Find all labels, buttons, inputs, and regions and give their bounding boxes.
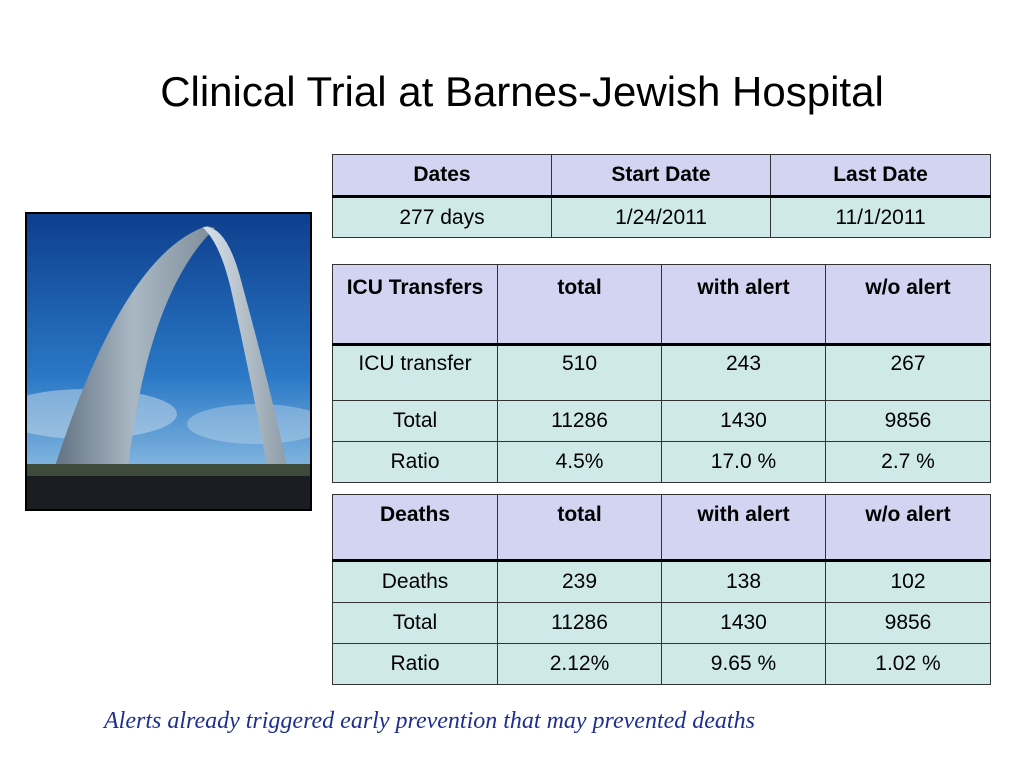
table-row: ICU transfer 510 243 267	[332, 344, 991, 401]
table-cell: Total	[332, 602, 498, 644]
column-header: w/o alert	[825, 494, 991, 562]
table-cell: 17.0 %	[661, 441, 826, 483]
table-cell: 11286	[497, 602, 662, 644]
table-cell: 1.02 %	[825, 643, 991, 685]
column-header: total	[497, 264, 662, 346]
slide-note: Alerts already triggered early preventio…	[104, 708, 755, 734]
gateway-arch-photo	[25, 212, 312, 511]
column-header: Dates	[332, 154, 552, 198]
column-header: with alert	[661, 264, 826, 346]
deaths-table: Deaths total with alert w/o alert Deaths…	[332, 494, 991, 685]
column-header: ICU Transfers	[332, 264, 498, 346]
table-row: Ratio 2.12% 9.65 % 1.02 %	[332, 643, 991, 685]
table-cell: 510	[497, 344, 662, 401]
table-cell: 9856	[825, 602, 991, 644]
table-row: Deaths 239 138 102	[332, 560, 991, 603]
table-cell: 102	[825, 560, 991, 603]
table-cell: 1/24/2011	[551, 196, 771, 238]
table-header-row: ICU Transfers total with alert w/o alert	[332, 264, 991, 346]
table-row: Total 11286 1430 9856	[332, 400, 991, 442]
table-header-row: Deaths total with alert w/o alert	[332, 494, 991, 562]
table-cell: 267	[825, 344, 991, 401]
icu-transfers-table: ICU Transfers total with alert w/o alert…	[332, 264, 991, 483]
table-cell: 2.7 %	[825, 441, 991, 483]
dates-table: Dates Start Date Last Date 277 days 1/24…	[332, 154, 991, 238]
table-cell: 1430	[661, 400, 826, 442]
table-row: Total 11286 1430 9856	[332, 602, 991, 644]
table-row: Ratio 4.5% 17.0 % 2.7 %	[332, 441, 991, 483]
column-header: total	[497, 494, 662, 562]
table-cell: Deaths	[332, 560, 498, 603]
table-cell: Total	[332, 400, 498, 442]
table-cell: 239	[497, 560, 662, 603]
table-cell: 9.65 %	[661, 643, 826, 685]
column-header: Start Date	[551, 154, 771, 198]
table-cell: 4.5%	[497, 441, 662, 483]
table-cell: ICU transfer	[332, 344, 498, 401]
slide-title: Clinical Trial at Barnes-Jewish Hospital	[160, 68, 884, 115]
table-cell: Ratio	[332, 643, 498, 685]
column-header: w/o alert	[825, 264, 991, 346]
arch-image	[27, 214, 310, 509]
column-header: Last Date	[770, 154, 991, 198]
table-cell: 11/1/2011	[770, 196, 991, 238]
table-cell: 11286	[497, 400, 662, 442]
table-header-row: Dates Start Date Last Date	[332, 154, 991, 198]
column-header: Deaths	[332, 494, 498, 562]
table-cell: 2.12%	[497, 643, 662, 685]
table-cell: Ratio	[332, 441, 498, 483]
table-cell: 1430	[661, 602, 826, 644]
table-cell: 243	[661, 344, 826, 401]
table-cell: 9856	[825, 400, 991, 442]
table-cell: 277 days	[332, 196, 552, 238]
column-header: with alert	[661, 494, 826, 562]
table-row: 277 days 1/24/2011 11/1/2011	[332, 196, 991, 238]
table-cell: 138	[661, 560, 826, 603]
